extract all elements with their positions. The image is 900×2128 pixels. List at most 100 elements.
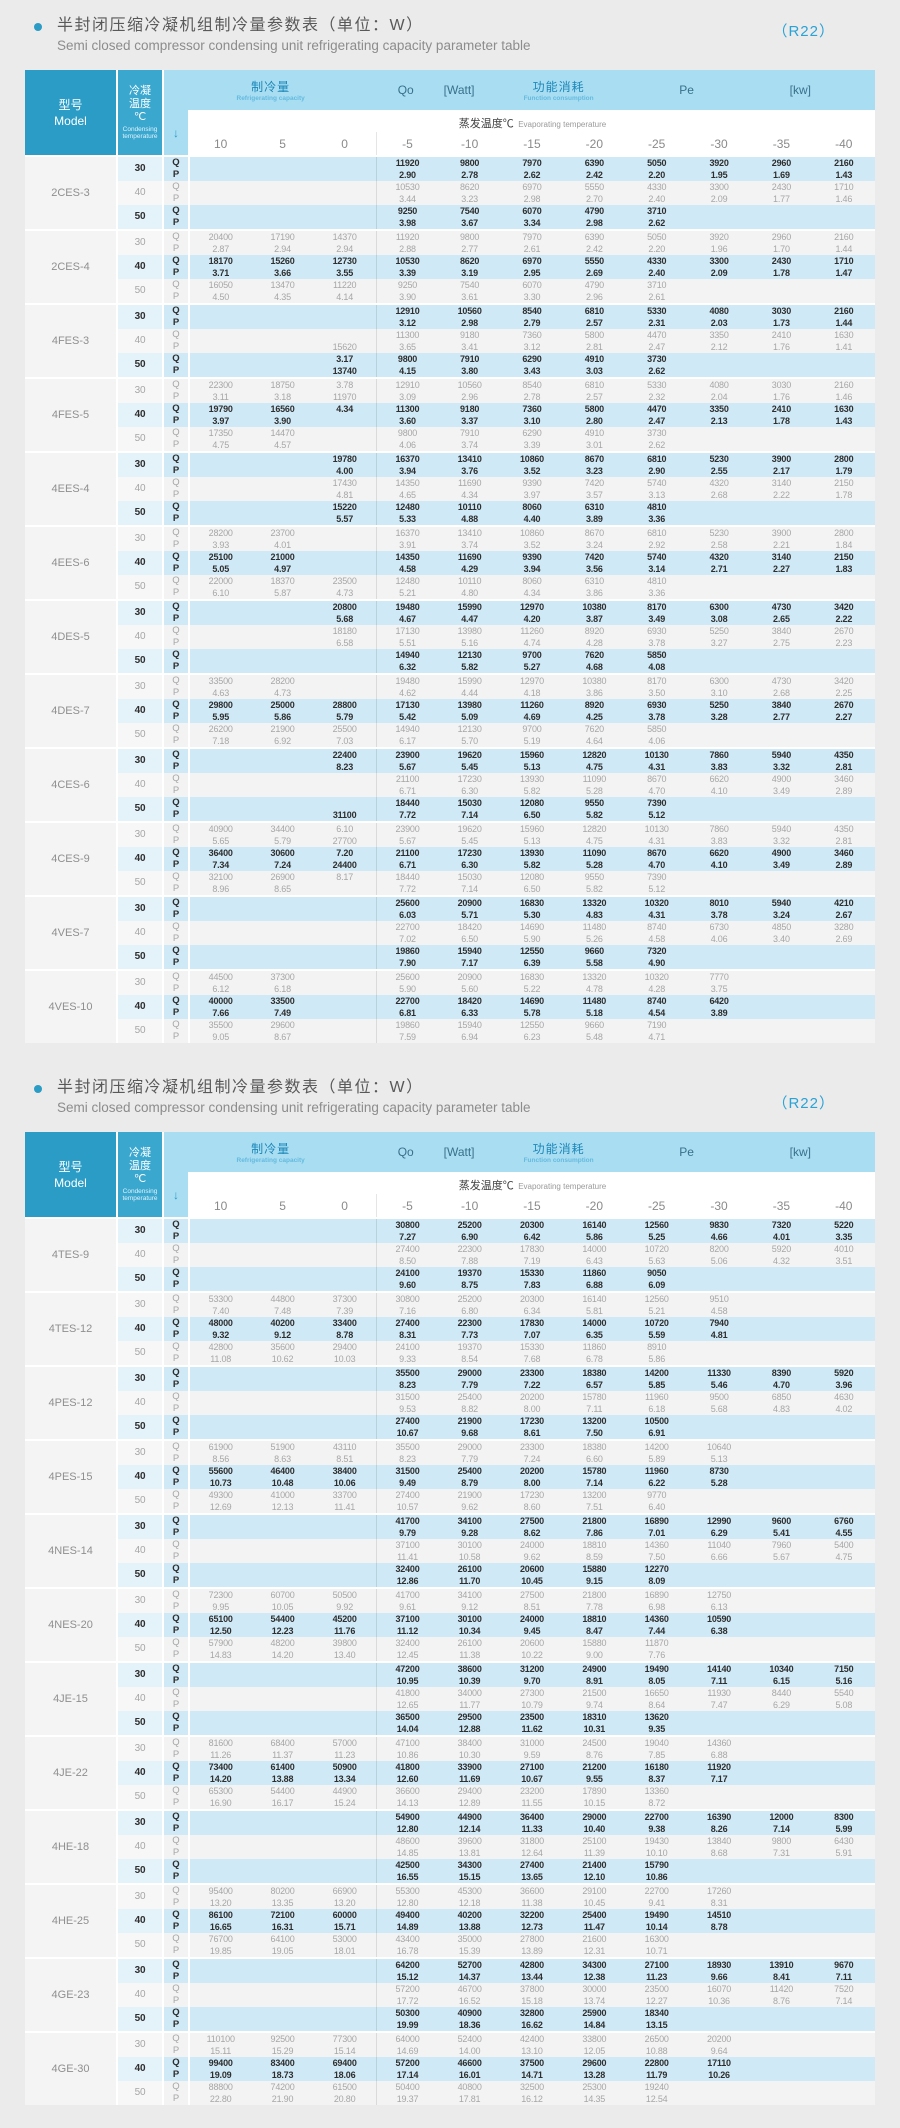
value-cell: 6300 [687,599,751,613]
value-cell: 7620 [563,649,626,661]
value-cell: 16.01 [438,2069,501,2081]
value-cell: 5740 [625,477,688,489]
value-cell: 13320 [563,969,626,983]
value-cell: 5940 [750,895,813,909]
value-cell: 34000 [438,1687,501,1699]
value-cell [750,439,813,452]
qp-label: P [163,1797,190,1810]
qp-label: Q [163,451,190,465]
value-cell [750,871,813,883]
value-cell [812,1933,875,1945]
capacity-row: 50 Q 35500 29600 19860 15940 12550 9660 7190 [25,1019,875,1043]
column-tick: -30 [687,1194,751,1218]
value-cell: 18420 [438,921,501,933]
value-cell: 3.32 [750,761,813,773]
value-cell: 29000 [438,1365,501,1379]
value-cell: 11.39 [563,1847,626,1859]
value-cell: 13980 [438,625,501,637]
value-cell: 21900 [251,723,314,735]
value-cell: 4850 [750,921,813,933]
header-pe: Pe [679,83,694,97]
value-cell [750,945,813,957]
value-cell: 3.23 [563,465,626,477]
value-cell: 4470 [625,403,688,415]
capacity-row: 50 Q 65300 54400 44900 36600 29400 23200 17890 13… [25,1785,875,1810]
value-cell: 5.12 [625,809,688,822]
value-cell [812,575,875,587]
power-row: P 14.04 12.88 11.62 10.31 9.35 [25,1723,875,1736]
value-cell: 2.81 [812,761,875,773]
value-cell: 10560 [438,377,501,391]
value-cell: 88800 [189,2081,252,2093]
value-cell: 7.39 [313,1305,377,1317]
value-cell: 3.03 [563,365,626,378]
value-cell: 6.92 [251,735,314,748]
value-cell: 7420 [563,477,626,489]
value-cell: 9.05 [189,1031,252,1043]
model-name: 4DES-7 [25,673,118,748]
value-cell: 5.67 [375,761,439,773]
value-cell [687,1637,751,1649]
value-cell [687,1797,751,1810]
value-cell: 3.18 [251,391,314,403]
value-cell: 3.08 [687,613,751,625]
qp-label: P [163,983,190,995]
value-cell [812,1711,875,1723]
value-cell: 4.90 [625,957,688,970]
qp-label: Q [163,1539,190,1551]
value-cell [251,193,314,205]
condensing-temp-value: 50 [117,1489,164,1514]
value-cell [750,1575,813,1588]
value-cell: 5.28 [563,859,626,871]
qp-label: Q [163,403,190,415]
value-cell: 4.88 [438,513,501,526]
value-cell [251,465,314,477]
value-cell: 4330 [625,255,688,267]
value-cell: 22700 [375,995,439,1007]
qp-label: P [163,1871,190,1884]
value-cell: 3.12 [500,341,564,353]
power-row: P 5.57 5.33 4.88 4.40 3.89 3.36 [25,513,875,526]
value-cell: 19860 [375,945,439,957]
value-cell: 15780 [563,1465,626,1477]
header-band: 制冷量 Refrigerating capacity Qo [Watt] 功能消耗 Fun… [163,1132,875,1172]
value-cell: 22700 [625,1809,688,1823]
value-cell [750,1711,813,1723]
value-cell: 21800 [563,1513,626,1527]
value-cell: 16.17 [251,1797,314,1810]
capacity-row: 4EES-4 30 Q 19780 16370 13410 10860 8670 6810 523… [25,451,875,526]
value-cell: 10.62 [251,1353,314,1366]
value-cell: 5.87 [251,587,314,600]
value-cell: 11.55 [500,1797,564,1810]
value-cell: 15220 [313,501,377,513]
value-cell: 12820 [563,821,626,835]
value-cell: 7.11 [563,1403,626,1415]
value-cell: 2.87 [189,243,252,255]
value-cell: 8.76 [563,1749,626,1761]
value-cell: 2.90 [625,465,688,477]
value-cell: 4.83 [563,909,626,921]
value-cell: 21100 [375,773,439,785]
value-cell: 7.44 [625,1625,688,1637]
value-cell: 3.52 [500,539,564,551]
power-row: P 9.53 8.82 8.00 7.11 6.18 5.68 4.83 4.02 [25,1403,875,1415]
value-cell: 15620 [313,341,377,353]
value-cell [189,773,252,785]
value-cell [313,933,377,945]
value-cell: 2410 [750,403,813,415]
value-cell [189,1675,252,1687]
value-cell: 7.18 [189,735,252,748]
value-cell: 8.59 [563,1551,626,1563]
value-cell [313,883,377,896]
value-cell: 5.67 [375,835,439,847]
value-cell: 6.57 [563,1379,626,1391]
qp-label: Q [163,723,190,735]
value-cell: 65100 [189,1613,252,1625]
value-cell: 6070 [500,279,564,291]
value-cell: 22300 [438,1317,501,1329]
model-name: 4PES-12 [25,1365,118,1440]
value-cell: 16650 [625,1687,688,1699]
value-cell: 4.75 [812,1551,875,1563]
value-cell [189,1403,252,1415]
value-cell: 15940 [438,1019,501,1031]
